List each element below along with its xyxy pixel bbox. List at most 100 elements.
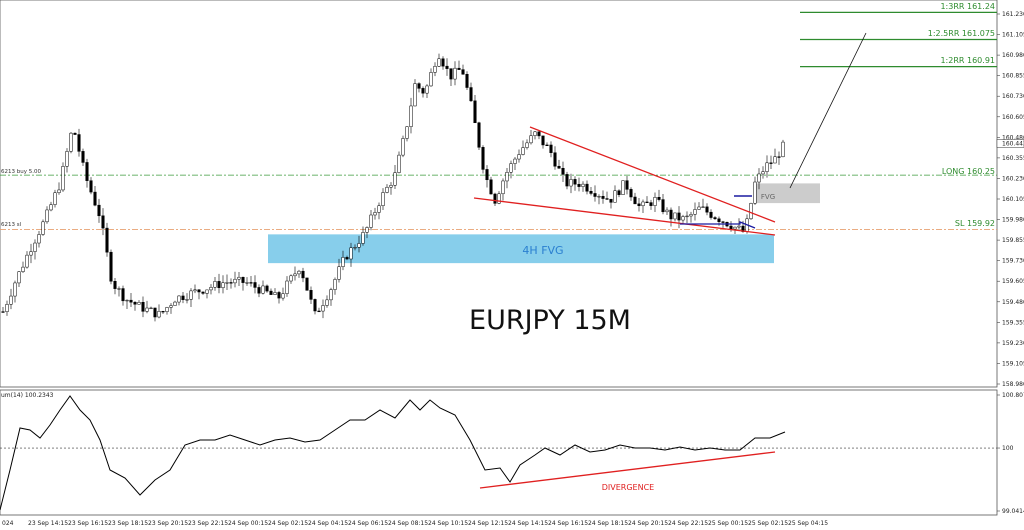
candle-body — [17, 271, 21, 284]
candle-body — [721, 221, 725, 223]
current-price-label: 160.443 — [1002, 140, 1024, 147]
level-label-long: LONG 160.25 — [942, 167, 995, 176]
candle-body — [165, 307, 169, 312]
candle-body — [125, 299, 129, 302]
fvg-zone — [754, 183, 820, 204]
wedge-lower-trendline — [473, 197, 776, 236]
price-tick-label: 159.355 — [1002, 319, 1024, 326]
candle-body — [477, 122, 481, 148]
divergence-label: DIVERGENCE — [602, 483, 654, 492]
projection-line — [789, 32, 867, 189]
time-label: 23 Sep 14:15 — [28, 520, 68, 527]
time-label: 24 Sep 16:15 — [548, 520, 588, 527]
candle-body — [237, 276, 241, 280]
candle-body — [81, 151, 85, 163]
candle-body — [133, 301, 137, 305]
candle-body — [297, 270, 301, 275]
candle-body — [177, 295, 181, 303]
candle-body — [605, 198, 609, 200]
candle-body — [225, 282, 229, 284]
candle-body — [601, 196, 605, 199]
time-label: 024 — [2, 520, 14, 527]
candle-body — [509, 163, 513, 173]
candle-body — [669, 209, 673, 220]
candle-body — [281, 293, 285, 299]
candle-body — [265, 285, 269, 292]
price-tick-label: 159.605 — [1002, 278, 1024, 285]
candle-body — [441, 58, 445, 67]
candle-body — [557, 165, 561, 169]
candle-body — [173, 301, 177, 306]
candle-body — [777, 156, 781, 158]
candle-body — [5, 304, 9, 312]
candle-body — [57, 189, 61, 193]
candle-body — [25, 254, 29, 268]
candle-body — [293, 273, 297, 277]
candle-body — [681, 216, 685, 221]
candle-body — [77, 134, 81, 152]
time-label: 23 Sep 18:15 — [108, 520, 148, 527]
candle-body — [709, 211, 713, 218]
candle-body — [93, 191, 97, 206]
level-label-25rr: 1:2.5RR 161.075 — [928, 29, 995, 38]
candle-body — [661, 199, 665, 213]
candle-body — [341, 257, 345, 267]
candle-body — [73, 132, 77, 135]
candle-body — [421, 88, 425, 94]
candle-body — [761, 171, 765, 175]
candle-body — [697, 206, 701, 210]
candle-body — [621, 180, 625, 195]
order-label-sl: 6213 sl — [1, 222, 22, 228]
support-blue-line — [680, 221, 756, 229]
time-label: 24 Sep 22:15 — [668, 520, 708, 527]
candle-body — [517, 154, 521, 160]
candle-body — [445, 65, 449, 69]
candle-body — [593, 193, 597, 197]
candle-body — [9, 295, 13, 305]
candle-body — [537, 131, 541, 137]
price-tick-label: 160.855 — [1002, 73, 1024, 80]
indicator-layer: 100.8072 100 99.0414 — [0, 392, 1024, 515]
candle-body — [693, 209, 697, 215]
candle-body — [121, 288, 125, 302]
candle-body — [89, 180, 93, 193]
price-tick-label: 160.480 — [1002, 134, 1024, 141]
candle-body — [369, 214, 373, 228]
candle-body — [161, 311, 165, 313]
candle-body — [457, 67, 461, 70]
candle-body — [193, 289, 197, 292]
candle-body — [365, 227, 369, 233]
candle-body — [213, 281, 217, 288]
candle-body — [49, 204, 53, 211]
candle-body — [533, 131, 537, 136]
candle-body — [349, 247, 353, 260]
candle-body — [553, 152, 557, 167]
current-price-tag — [996, 139, 1024, 148]
candle-body — [137, 302, 141, 305]
candle-body — [41, 221, 45, 235]
candle-body — [309, 290, 313, 300]
level-label-sl: SL 159.92 — [955, 219, 995, 228]
time-label: 23 Sep 20:15 — [148, 520, 188, 527]
candle-body — [189, 290, 193, 300]
candle-body — [717, 218, 721, 222]
candle-body — [337, 266, 341, 280]
candle-body — [541, 135, 545, 146]
candle-body — [501, 180, 505, 195]
candle-body — [21, 266, 25, 272]
candle-body — [597, 196, 601, 198]
candle-body — [705, 206, 709, 213]
candle-body — [241, 276, 245, 283]
candle-body — [33, 242, 37, 252]
time-axis: 024 23 Sep 14:15 23 Sep 16:15 23 Sep 18:15 2… — [2, 520, 828, 527]
indicator-line — [0, 395, 786, 511]
candle-body — [609, 198, 613, 203]
candle-body — [37, 234, 41, 244]
candle-body — [645, 201, 649, 204]
candle-body — [325, 299, 329, 306]
candle-body — [625, 180, 629, 190]
time-label: 24 Sep 18:15 — [588, 520, 628, 527]
time-label: 24 Sep 12:15 — [468, 520, 508, 527]
time-label: 24 Sep 04:15 — [308, 520, 348, 527]
time-label: 25 Sep 02:15 — [748, 520, 788, 527]
